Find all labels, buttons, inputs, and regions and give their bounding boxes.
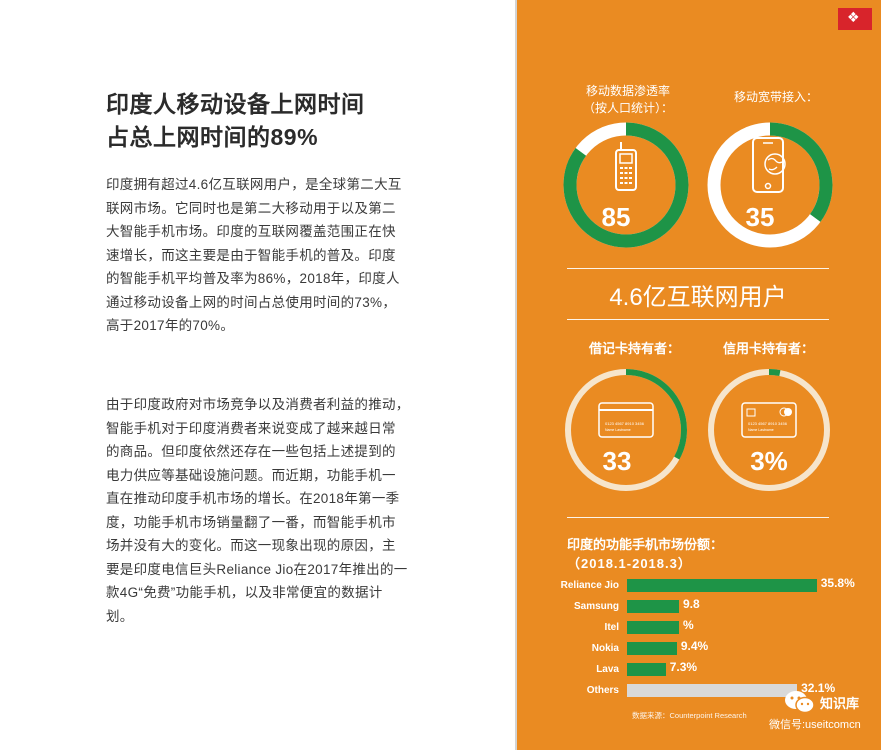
bar-label: Reliance Jio [560,580,619,591]
paragraph-line: 场并没有大的变化。而这一现象出现的原因，主 [106,538,396,553]
paragraph-line: 通过移动设备上网的时间占总使用时间的73%， [106,294,397,310]
chart-title-line: （2018.1-2018.3） [567,556,692,571]
bar-value-label: 7.3% [669,660,698,674]
divider [567,268,829,269]
credit-ring: 0123 4567 8910 3456 Name Lastname [708,369,830,491]
text-panel: 印度人移动设备上网时间 占总上网时间的89% 印度拥有超过4.6亿互联网用户，是… [106,88,486,628]
bar-label: Samsung [573,601,619,612]
watermark-wechat-id: 微信号:useitcomcn [769,719,861,731]
credit-label: 信用卡持有者： [723,341,815,356]
bar-value-label: % [682,618,694,632]
paragraph-line: 电力供应等基础设施问题。而近期，功能手机一 [106,467,396,483]
svg-text:Name Lastname: Name Lastname [748,428,774,432]
paragraph-line: 度，功能手机市场销量翻了一番，而智能手机市 [106,514,396,530]
feature-phone-icon [615,142,637,191]
bar [627,621,679,634]
bar-label: Lava [596,664,619,675]
bar-label: Others [586,685,619,696]
mobile-penetration-label: 移动数据渗透率 （按人口统计）： [573,82,683,116]
divider [567,517,829,518]
chart-title-line: 印度的功能手机市场份额： [567,537,724,552]
paragraph-2: 由于印度政府对市场竞争以及消费者利益的推动， 智能手机对于印度消费者来说变成了越… [106,393,436,628]
page-divider [515,0,518,750]
bar [627,684,798,697]
svg-text:0123 4567 8910 3456: 0123 4567 8910 3456 [605,421,645,426]
mobile-broadband-value: 35 [745,202,775,232]
title-line-2: 占总上网时间的89% [106,124,319,150]
paragraph-line: 的商品。但印度依然还存在一些包括上述提到的 [106,444,396,459]
paragraph-line: 联网市场。它同时也是第二大移动用于以及第二 [106,200,396,216]
credit-card-icon: 0123 4567 8910 3456 Name Lastname [741,402,797,438]
paragraph-line: 智能手机对于印度消费者来说变成了越来越日常 [106,420,396,436]
paragraph-line: 的智能手机平均普及率为86%，2018年，印度人 [106,271,400,286]
wechat-icon [785,691,815,714]
mobile-penetration-value: 85 [601,202,631,232]
title-line-1: 印度人移动设备上网时间 [106,91,365,117]
bar-value-label: 9.8 [682,597,700,611]
paragraph-line: 高于2017年的70%。 [106,318,235,333]
bar-value-label: 9.4% [680,639,709,653]
debit-label: 借记卡持有者： [589,341,681,356]
svg-text:0123 4567 8910 3456: 0123 4567 8910 3456 [748,421,788,426]
paragraph-line: 速增长，而这主要是由于智能手机的普及。印度 [106,247,396,263]
bar-label: Nokia [591,643,619,654]
paragraph-line: 大智能手机市场。印度的互联网覆盖范围正在快 [106,224,396,239]
logo-icon: ❖ [847,9,860,25]
divider [567,319,829,320]
bar-label: Itel [604,622,619,633]
mobile-penetration-ring [563,122,689,248]
bar [627,600,679,613]
infographic-panel [517,0,881,750]
bar [627,579,817,592]
paragraph-line: 直在推动印度手机市场的增长。在2018年第一季 [106,491,400,506]
paragraph-line: 要是印度电信巨头Reliance Jio在2017年推出的一 [106,561,408,577]
smartphone-icon [752,137,786,193]
bar [627,642,677,655]
paragraph-line: 款4G“免费”功能手机，以及非常便宜的数据计 [106,585,383,600]
bar-value-label: 32.1% [801,681,836,695]
label-line: （按人口统计）： [582,101,673,115]
paragraph-line: 由于印度政府对市场竞争以及消费者利益的推动， [106,397,410,412]
paragraph-line: 划。 [106,608,134,624]
paragraph-line: 印度拥有超过4.6亿互联网用户，是全球第二大互 [106,177,402,192]
watermark-brand: 知识库 [820,696,860,711]
credit-value: 3% [750,446,788,476]
mobile-broadband-ring [707,122,833,248]
page-title: 印度人移动设备上网时间 占总上网时间的89% [106,88,486,154]
source-note: 数据来源：Counterpoint Research [632,711,747,720]
label-line: 移动数据渗透率 [585,84,670,98]
internet-users-headline: 4.6亿互联网用户 [609,284,787,311]
chart-title: 印度的功能手机市场份额： （2018.1-2018.3） [567,534,723,572]
svg-text:Name Lastname: Name Lastname [605,428,631,432]
debit-card-icon: 0123 4567 8910 3456 Name Lastname [598,402,654,438]
debit-ring: 0123 4567 8910 3456 Name Lastname [565,369,687,491]
paragraph-1: 印度拥有超过4.6亿互联网用户，是全球第二大互 联网市场。它同时也是第二大移动用… [106,173,436,338]
bar [627,663,666,676]
brand-logo: ❖ [838,8,872,30]
bar-value-label: 35.8% [820,576,855,590]
mobile-broadband-label: 移动宽带接入： [734,90,819,104]
debit-value: 33 [602,446,632,476]
